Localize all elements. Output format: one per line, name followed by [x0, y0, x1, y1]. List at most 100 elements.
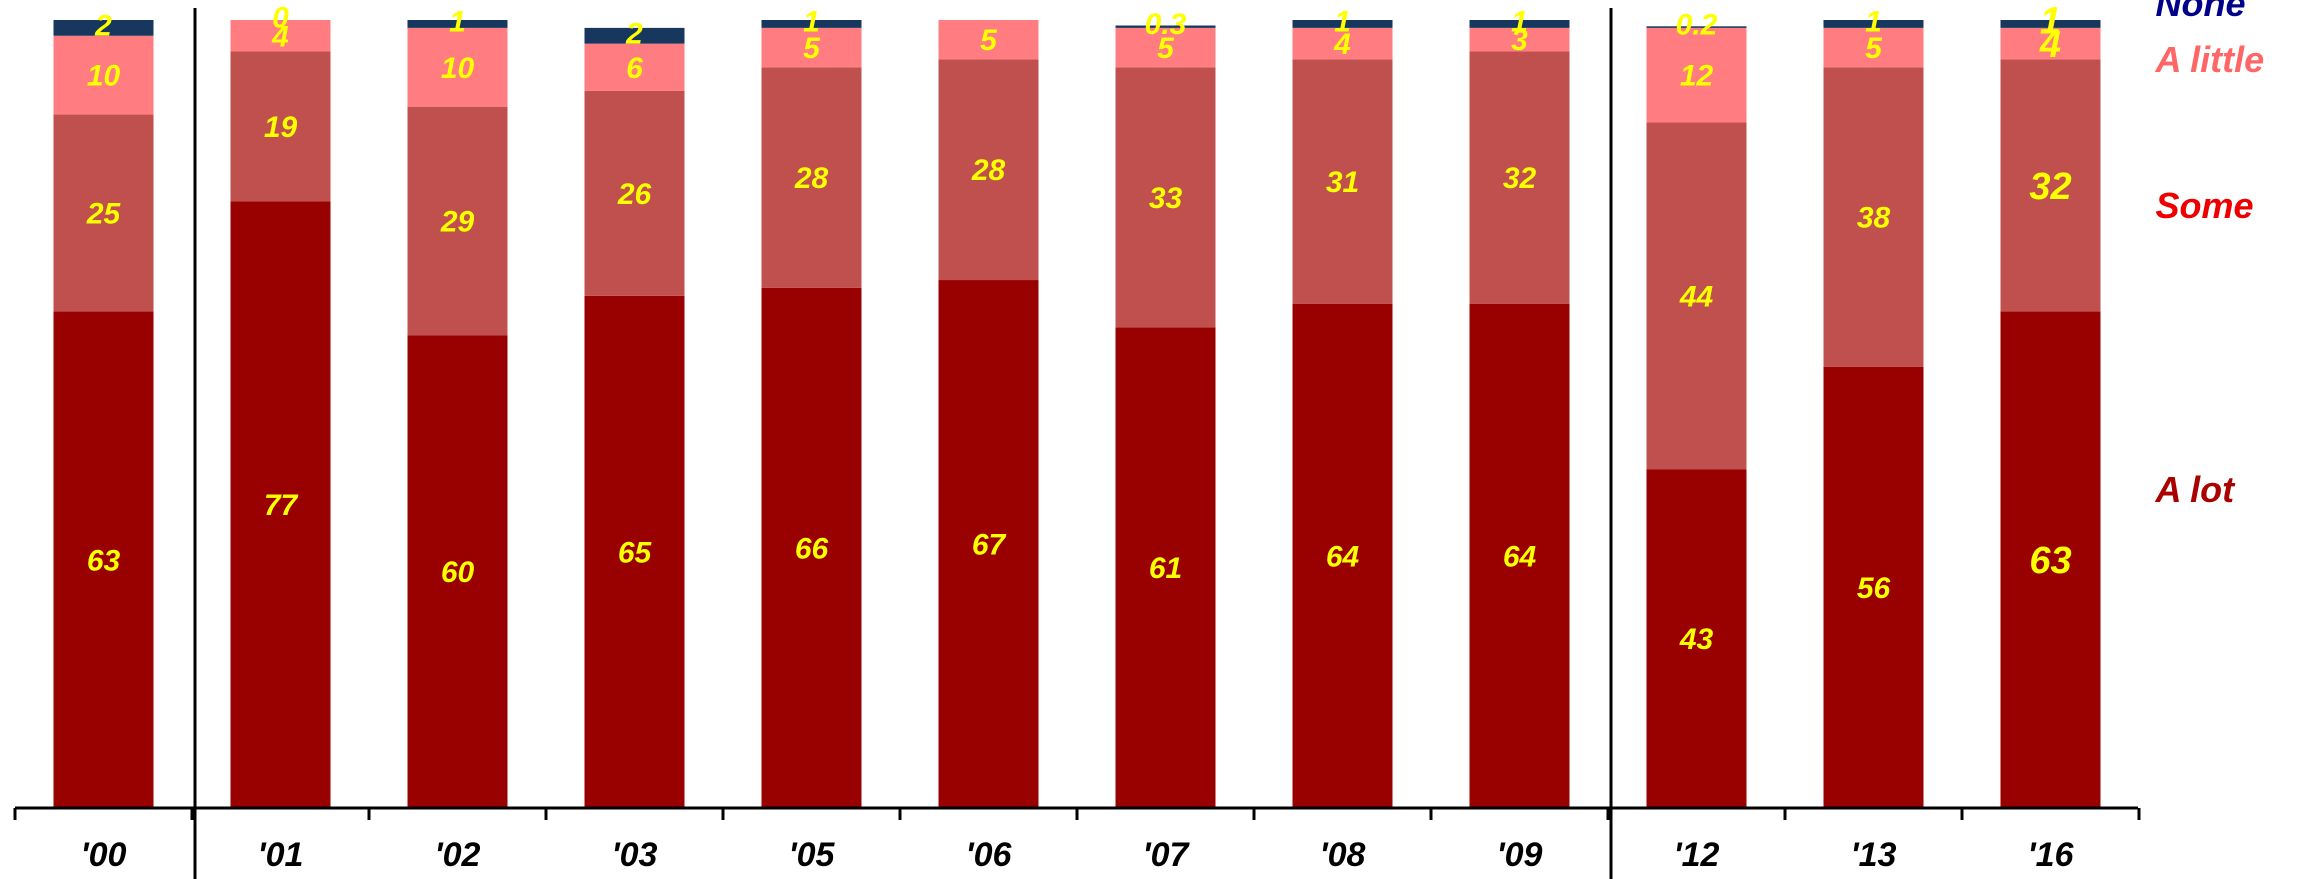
legend-a-little: A little: [2155, 39, 2265, 80]
value-label-some-09: 32: [1503, 162, 1537, 195]
value-label-none-13: 1: [1865, 5, 1882, 38]
bar-none-16: [2000, 20, 2101, 28]
x-tick-label-02: '02: [435, 836, 481, 874]
bar-some-07: [1115, 67, 1216, 328]
value-label-a-lot-07: 61: [1149, 552, 1182, 585]
bar-some-16: [2000, 59, 2101, 312]
bar-a-little-12: [1646, 27, 1747, 123]
bar-a-little-08: [1292, 27, 1393, 60]
value-label-a-lot-00: 63: [87, 544, 121, 577]
bars-layer: [53, 20, 2101, 809]
value-label-a-little-07: 5: [1157, 32, 1175, 65]
value-label-a-lot-13: 56: [1857, 572, 1891, 605]
value-label-none-05: 1: [803, 5, 820, 38]
value-label-some-08: 31: [1326, 166, 1359, 199]
bar-a-lot-05: [761, 287, 862, 808]
legend-a-lot: A lot: [2155, 469, 2237, 510]
bar-some-09: [1469, 51, 1570, 304]
bar-none-07: [1115, 25, 1216, 28]
value-label-a-lot-01: 77: [264, 489, 299, 522]
value-label-a-lot-03: 65: [618, 536, 653, 569]
value-label-a-little-16: 4: [2039, 24, 2061, 66]
legend: None A little Some A lot: [2155, 0, 2265, 510]
value-label-none-09: 1: [1511, 5, 1528, 38]
x-tick-label-12: '12: [1674, 836, 1720, 874]
value-label-some-06: 28: [971, 154, 1006, 187]
x-axis: '00 '01 '02 '03 '05 '06 '07 '08 '09 '12 '13 '16: [13, 8, 2141, 879]
value-label-some-13: 38: [1857, 202, 1891, 235]
bar-some-05: [761, 67, 862, 288]
value-label-a-little-01: 4: [271, 20, 289, 53]
value-label-some-00: 25: [86, 198, 122, 231]
bar-some-03: [584, 90, 685, 296]
value-label-a-lot-12: 43: [1679, 623, 1714, 656]
bar-none-13: [1823, 20, 1924, 28]
value-label-a-lot-16: 63: [2029, 540, 2071, 582]
x-tick-label-03: '03: [612, 836, 658, 874]
bar-a-lot-12: [1646, 469, 1747, 808]
x-tick-label-07: '07: [1143, 836, 1191, 874]
bar-none-08: [1292, 20, 1393, 28]
value-label-none-12: 0.2: [1676, 9, 1718, 42]
bar-a-little-02: [407, 27, 508, 107]
bar-none-09: [1469, 20, 1570, 28]
bar-a-lot-13: [1823, 366, 1924, 808]
x-tick-label-16: '16: [2028, 836, 2075, 874]
value-label-none-03: 2: [625, 17, 643, 50]
value-label-a-little-13: 5: [1865, 32, 1883, 65]
value-label-none-02: 1: [449, 5, 466, 38]
value-label-none-07: 0.3: [1145, 8, 1187, 41]
x-tick-label-13: '13: [1851, 836, 1897, 874]
bar-none-02: [407, 20, 508, 28]
value-label-a-lot-06: 67: [972, 529, 1007, 562]
legend-none: None: [2156, 0, 2246, 24]
value-label-a-little-09: 3: [1511, 24, 1528, 57]
bar-some-02: [407, 106, 508, 336]
bar-some-13: [1823, 67, 1924, 367]
value-label-some-03: 26: [617, 178, 652, 211]
value-label-a-lot-02: 60: [441, 556, 475, 589]
value-label-a-lot-08: 64: [1326, 540, 1360, 573]
value-label-a-little-02: 10: [441, 52, 475, 85]
bar-a-little-01: [230, 20, 331, 52]
bar-a-lot-03: [584, 295, 685, 808]
bar-a-lot-08: [1292, 303, 1393, 808]
bar-a-lot-06: [938, 280, 1039, 808]
bar-a-little-16: [2000, 27, 2101, 60]
value-label-a-lot-09: 64: [1503, 540, 1537, 573]
bar-a-little-06: [938, 20, 1039, 60]
bar-a-little-00: [53, 35, 154, 115]
legend-some: Some: [2156, 185, 2254, 226]
x-tick-label-01: '01: [258, 836, 304, 874]
x-tick-label-08: '08: [1320, 836, 1366, 874]
bar-none-00: [53, 20, 154, 36]
value-label-a-little-00: 10: [87, 60, 121, 93]
bar-a-little-13: [1823, 27, 1924, 68]
value-label-a-lot-05: 66: [795, 532, 829, 565]
value-label-some-05: 28: [794, 162, 829, 195]
bar-some-00: [53, 114, 154, 312]
bar-some-01: [230, 51, 331, 202]
value-label-none-00: 2: [94, 9, 112, 42]
value-label-some-02: 29: [440, 205, 475, 238]
value-label-some-07: 33: [1149, 182, 1183, 215]
x-tick-label-00: '00: [81, 836, 127, 874]
value-label-none-16: 1: [2040, 0, 2061, 42]
value-labels-layer: 6325102771940602910165266266285167285613…: [86, 0, 2072, 656]
bar-some-06: [938, 59, 1039, 281]
bar-some-08: [1292, 59, 1393, 304]
bar-a-little-05: [761, 27, 862, 68]
bar-a-lot-01: [230, 201, 331, 809]
value-label-a-little-03: 6: [626, 52, 643, 85]
x-tick-label-09: '09: [1497, 836, 1543, 874]
bar-a-little-03: [584, 43, 685, 91]
value-label-none-08: 1: [1334, 5, 1351, 38]
value-label-none-01: 0: [272, 2, 289, 35]
x-tick-label-05: '05: [789, 836, 836, 874]
bar-a-lot-02: [407, 335, 508, 808]
x-tick-label-06: '06: [966, 836, 1013, 874]
bar-some-12: [1646, 122, 1747, 470]
bar-a-lot-07: [1115, 327, 1216, 808]
value-label-a-little-08: 4: [1333, 28, 1351, 61]
